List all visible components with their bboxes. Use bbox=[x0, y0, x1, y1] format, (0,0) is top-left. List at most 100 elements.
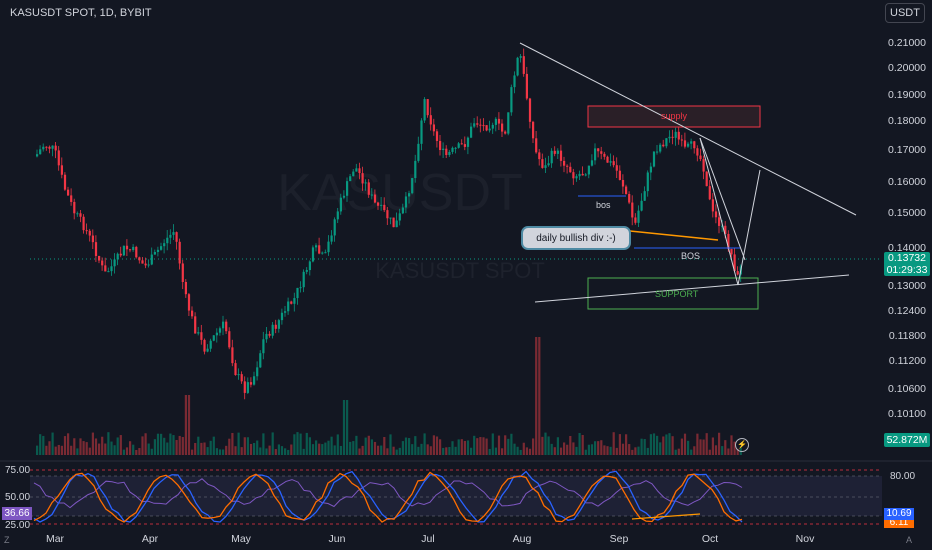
candle-body bbox=[538, 152, 541, 160]
bullish-divergence-callout[interactable]: daily bullish div :-) bbox=[521, 226, 631, 250]
volume-bar bbox=[553, 447, 556, 455]
candle-body bbox=[318, 245, 321, 254]
candle-body bbox=[516, 57, 519, 76]
stoch-k-line bbox=[33, 470, 743, 523]
volume-bar bbox=[584, 449, 587, 455]
candle-body bbox=[708, 186, 711, 200]
candle-body bbox=[184, 281, 187, 295]
last-price-tag: 0.13732 01:29:33 bbox=[884, 252, 930, 276]
candle-body bbox=[637, 210, 640, 223]
volume-bar bbox=[113, 445, 116, 455]
volume-bar bbox=[702, 439, 705, 455]
candle-body bbox=[680, 139, 683, 141]
volume-bar bbox=[60, 445, 63, 455]
volume-bar bbox=[594, 441, 597, 455]
candle-body bbox=[408, 193, 411, 197]
candle-body bbox=[646, 172, 649, 192]
candle-body bbox=[172, 232, 175, 235]
watermark-description: KASUSDT SPOT bbox=[375, 258, 545, 283]
stoch-k-value: 10.69 bbox=[884, 508, 914, 520]
bos-large-label[interactable]: BOS bbox=[681, 251, 701, 261]
volume-bar bbox=[442, 447, 445, 455]
bos-small-label[interactable]: bos bbox=[596, 200, 611, 210]
lightning-icon[interactable]: ⚡ bbox=[735, 438, 749, 452]
candle-body bbox=[166, 237, 169, 244]
timezone-icon[interactable]: Z bbox=[4, 535, 10, 545]
price-tick: 0.10100 bbox=[888, 408, 926, 420]
candle-body bbox=[299, 287, 302, 289]
candle-body bbox=[510, 87, 513, 113]
candle-body bbox=[420, 120, 423, 144]
candle-body bbox=[404, 196, 408, 208]
volume-bar bbox=[175, 440, 178, 455]
volume-bar bbox=[222, 449, 225, 455]
volume-bar bbox=[116, 437, 119, 455]
volume-bar bbox=[88, 447, 91, 455]
candle-body bbox=[373, 194, 377, 203]
currency-button[interactable]: USDT bbox=[885, 3, 925, 23]
volume-bar bbox=[321, 444, 324, 455]
symbol-title[interactable]: KASUSDT SPOT, 1D, BYBIT bbox=[10, 7, 152, 19]
candle-body bbox=[218, 328, 222, 333]
candle-body bbox=[228, 331, 231, 348]
volume-bar bbox=[94, 438, 98, 455]
candle-body bbox=[234, 363, 237, 376]
volume-bar bbox=[575, 446, 578, 455]
auto-scale-icon[interactable]: A bbox=[906, 535, 913, 545]
candle-body bbox=[73, 201, 76, 214]
volume-bar bbox=[63, 436, 67, 455]
volume-bar bbox=[150, 448, 153, 455]
volume-bar bbox=[705, 433, 708, 455]
volume-bar bbox=[550, 443, 553, 455]
last-price-value: 0.13732 bbox=[888, 252, 926, 264]
volume-bar bbox=[253, 442, 256, 455]
volume-bar bbox=[581, 435, 584, 455]
volume-bar bbox=[454, 446, 457, 455]
stoch-d-line bbox=[33, 471, 743, 523]
volume-bar bbox=[640, 438, 643, 455]
candle-body bbox=[414, 160, 417, 179]
volume-bar bbox=[488, 448, 491, 455]
volume-bar bbox=[494, 447, 497, 455]
volume-bar bbox=[153, 439, 156, 455]
candle-body bbox=[504, 131, 507, 134]
volume-bar bbox=[48, 441, 51, 455]
candle-body bbox=[45, 146, 48, 148]
candle-body bbox=[659, 144, 662, 152]
volume-bar bbox=[525, 447, 528, 455]
volume-bar bbox=[132, 444, 135, 455]
candle-body bbox=[470, 126, 473, 138]
volume-tag: 52.872M bbox=[884, 433, 930, 447]
volume-bar bbox=[491, 433, 494, 455]
volume-bar bbox=[687, 440, 690, 455]
candle-body bbox=[535, 138, 538, 153]
candle-body bbox=[91, 235, 94, 243]
volume-bar bbox=[466, 440, 470, 455]
volume-bar bbox=[597, 441, 600, 455]
volume-bar bbox=[643, 439, 646, 455]
support-label[interactable]: SUPPORT bbox=[655, 289, 699, 299]
candle-body bbox=[476, 123, 479, 125]
volume-bar bbox=[231, 432, 234, 455]
candle-body bbox=[237, 374, 240, 376]
time-tick: Jul bbox=[421, 533, 435, 545]
bar-countdown: 01:29:33 bbox=[886, 264, 928, 276]
volume-bar bbox=[336, 434, 339, 455]
candle-body bbox=[513, 75, 516, 88]
volume-bar bbox=[711, 437, 714, 455]
supply-label[interactable]: supply bbox=[661, 111, 688, 121]
volume-bar bbox=[277, 444, 280, 455]
volume-bar bbox=[485, 438, 488, 455]
price-tick: 0.13000 bbox=[888, 280, 926, 292]
candle-body bbox=[590, 160, 594, 166]
volume-bar bbox=[299, 433, 302, 455]
candle-body bbox=[730, 248, 733, 255]
volume-bar bbox=[528, 448, 532, 455]
volume-bar bbox=[417, 446, 420, 455]
candle-body bbox=[724, 225, 727, 234]
candle-body bbox=[110, 266, 113, 272]
candle-body bbox=[482, 125, 485, 127]
volume-bar bbox=[91, 432, 94, 455]
volume-bar bbox=[634, 447, 637, 455]
